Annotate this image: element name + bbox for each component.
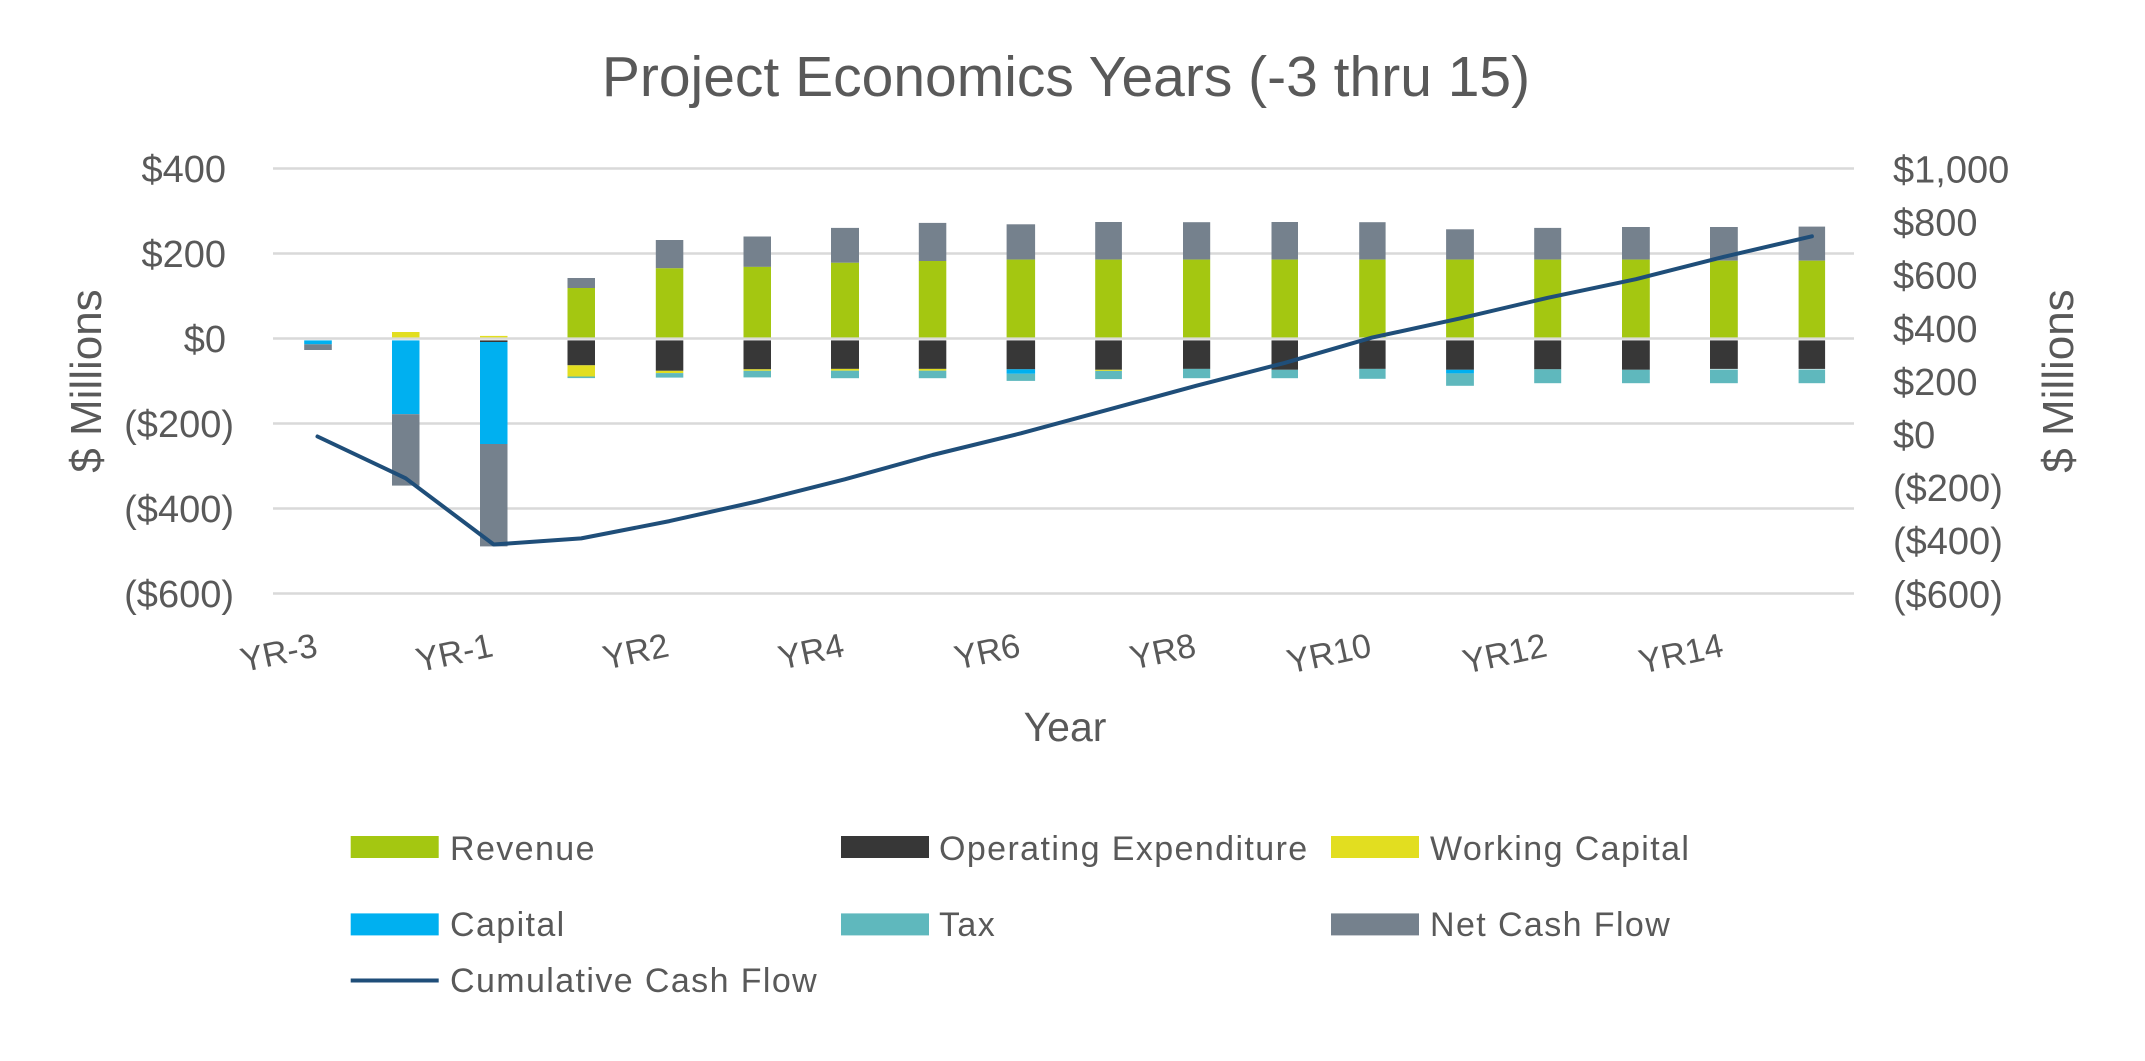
svg-text:$200: $200	[1893, 362, 1978, 404]
svg-text:($200): ($200)	[1893, 468, 2003, 510]
svg-text:Capital: Capital	[450, 906, 566, 944]
svg-text:($400): ($400)	[1893, 521, 2003, 563]
svg-text:$400: $400	[1893, 309, 1978, 351]
svg-text:$0: $0	[1893, 415, 1935, 457]
svg-text:Year: Year	[1024, 704, 1107, 750]
svg-text:Working Capital: Working Capital	[1430, 830, 1690, 868]
svg-text:$ Millions: $ Millions	[2034, 289, 2083, 472]
svg-text:$200: $200	[141, 234, 226, 276]
svg-text:($200): ($200)	[124, 404, 234, 446]
svg-text:Cumulative Cash Flow: Cumulative Cash Flow	[450, 962, 818, 1000]
svg-text:($600): ($600)	[124, 574, 234, 616]
svg-text:$0: $0	[184, 319, 226, 361]
svg-text:$1,000: $1,000	[1893, 150, 2009, 192]
svg-text:$400: $400	[141, 149, 226, 191]
svg-text:Project Economics Years (-3 th: Project Economics Years (-3 thru 15)	[602, 45, 1530, 109]
svg-text:($600): ($600)	[1893, 574, 2003, 616]
svg-text:$800: $800	[1893, 203, 1978, 245]
svg-text:($400): ($400)	[124, 489, 234, 531]
svg-text:Tax: Tax	[939, 906, 996, 944]
svg-text:Net Cash Flow: Net Cash Flow	[1430, 906, 1671, 944]
svg-text:Revenue: Revenue	[450, 830, 596, 868]
svg-text:$600: $600	[1893, 256, 1978, 298]
svg-text:$ Millions: $ Millions	[62, 289, 111, 472]
svg-text:Operating Expenditure: Operating Expenditure	[939, 830, 1309, 868]
